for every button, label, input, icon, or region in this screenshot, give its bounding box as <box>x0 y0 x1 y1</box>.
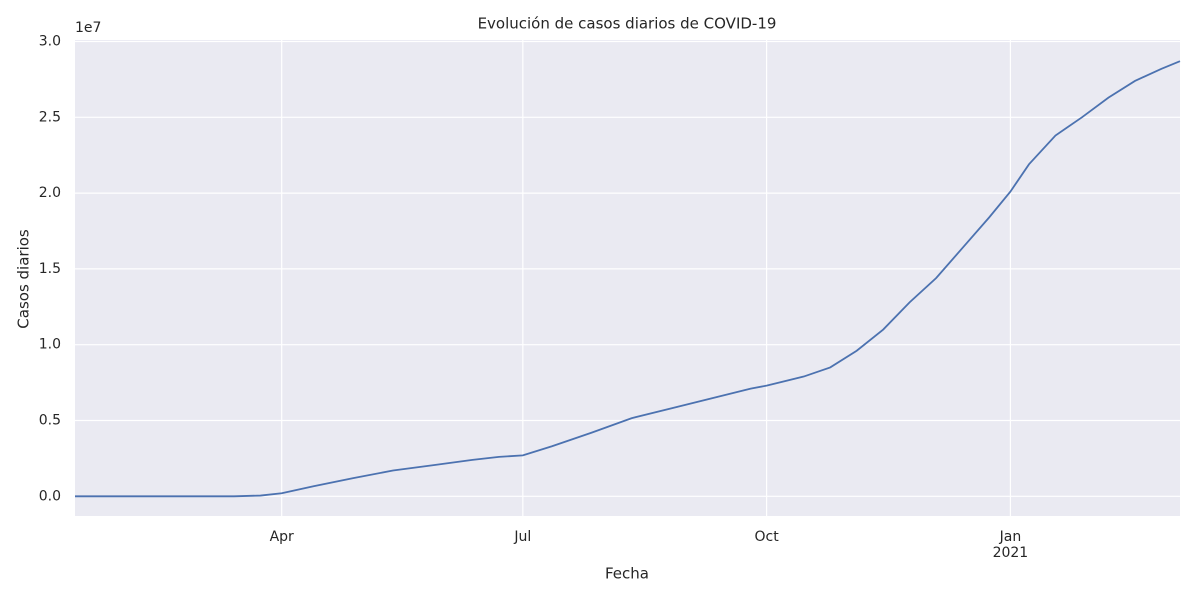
x-tick-label: Apr <box>270 529 294 545</box>
plot-area <box>75 40 1181 516</box>
y-tick-label: 2.0 <box>39 185 61 201</box>
y-axis-label: Casos diarios <box>15 229 33 329</box>
y-offset-label: 1e7 <box>75 20 101 36</box>
y-tick-label: 0.5 <box>39 412 61 428</box>
y-tick-label: 3.0 <box>39 34 61 50</box>
y-tick-label: 1.0 <box>39 337 61 353</box>
x-tick-label: Jul <box>513 529 531 545</box>
x-tick-label: Jan <box>999 529 1022 545</box>
y-tick-label: 1.5 <box>39 261 61 277</box>
y-tick-label: 2.5 <box>39 109 61 125</box>
y-tick-label: 0.0 <box>39 488 61 504</box>
x-year-label: 2021 <box>993 545 1029 561</box>
chart-title: Evolución de casos diarios de COVID-19 <box>478 15 777 33</box>
x-axis-label: Fecha <box>605 565 649 583</box>
plot-background <box>75 40 1180 516</box>
data-line <box>75 60 1181 498</box>
x-tick-label: Oct <box>755 529 780 545</box>
